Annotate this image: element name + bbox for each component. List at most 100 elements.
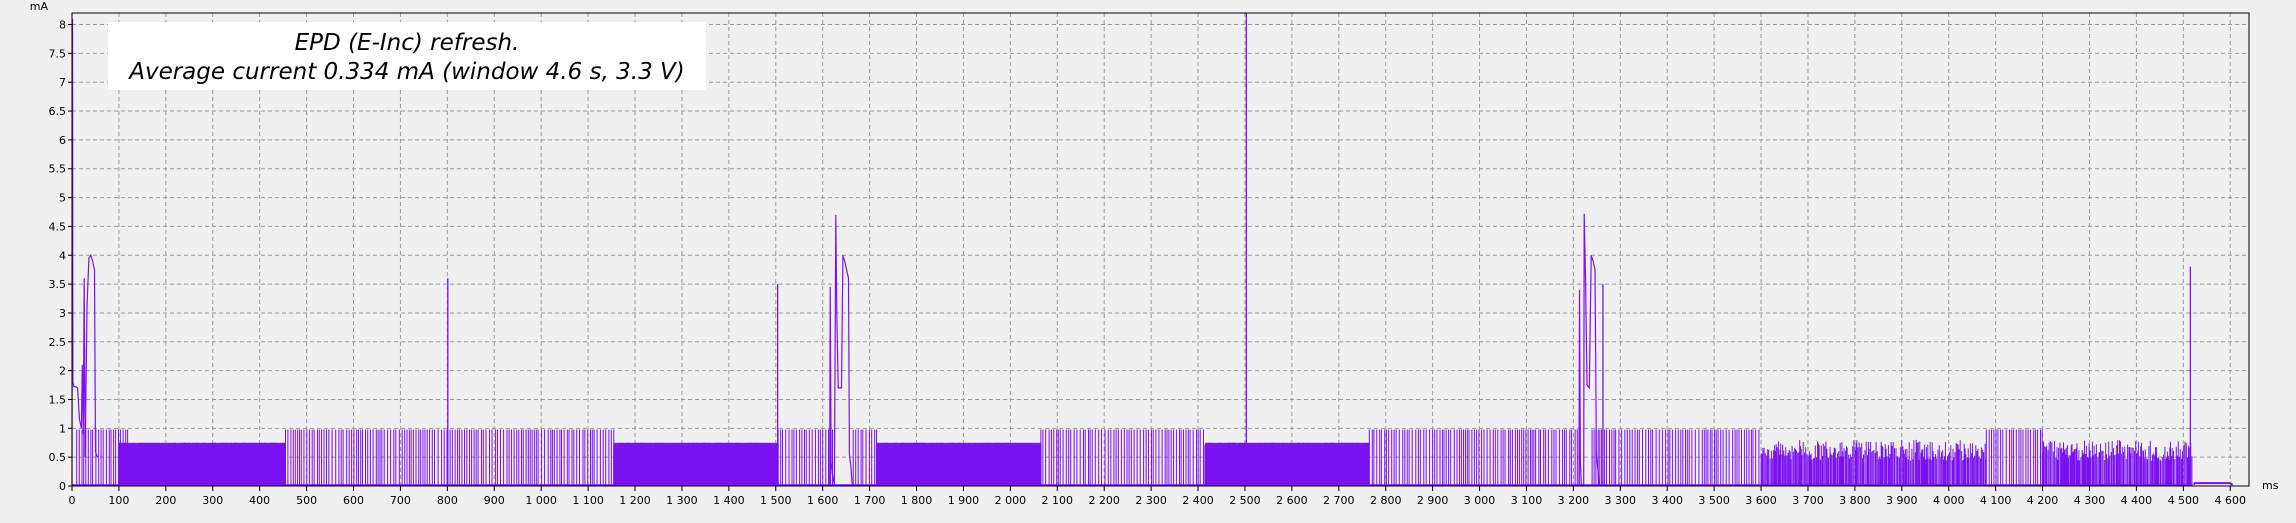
- y-tick-label: 0.5: [49, 451, 67, 464]
- x-tick-label: 4 500: [2168, 494, 2200, 507]
- x-tick-label: 2 100: [1042, 494, 1074, 507]
- chart-annotation: EPD (E-Inc) refresh. Average current 0.3…: [108, 22, 706, 90]
- x-tick-label: 800: [437, 494, 458, 507]
- x-tick-label: 4 300: [2074, 494, 2106, 507]
- pulse-train-band: [118, 442, 286, 485]
- chart-subtitle: Average current 0.334 mA (window 4.6 s, …: [129, 59, 685, 85]
- pulse-train: [1591, 429, 1760, 485]
- y-axis: 0 0.5 1 1.5 2 2.5 3 3.5 4 4.5 5 5.5 6 6.5 7 7.5 8: [49, 19, 72, 493]
- y-tick-label: 4.5: [49, 220, 67, 233]
- data-series: [71, 13, 2234, 486]
- x-tick-label: 3 900: [1886, 494, 1918, 507]
- pulse-train: [875, 442, 1042, 485]
- x-tick-label: 100: [108, 494, 129, 507]
- y-tick-label: 4: [59, 249, 66, 262]
- x-tick-label: 3 500: [1698, 494, 1730, 507]
- x-tick-label: 1 700: [854, 494, 886, 507]
- x-tick-label: 1 800: [901, 494, 933, 507]
- y-tick-label: 5: [59, 192, 66, 205]
- x-tick-label: 0: [69, 494, 76, 507]
- y-tick-label: 6.5: [49, 105, 67, 118]
- x-tick-label: 4 200: [2027, 494, 2059, 507]
- y-tick-label: 7: [59, 76, 66, 89]
- y-axis-unit-label: mA: [30, 0, 49, 13]
- y-tick-label: 1.5: [49, 393, 67, 406]
- x-tick-label: 1 100: [572, 494, 604, 507]
- x-tick-label: 1 500: [760, 494, 792, 507]
- x-tick-label: 2 900: [1417, 494, 1449, 507]
- x-tick-label: 600: [343, 494, 364, 507]
- x-tick-label: 3 200: [1558, 494, 1590, 507]
- chart-title: EPD (E-Inc) refresh.: [294, 30, 520, 56]
- x-tick-label: 4 000: [1933, 494, 1965, 507]
- x-tick-label: 300: [202, 494, 223, 507]
- pulse-train: [1760, 439, 1987, 485]
- y-tick-label: 7.5: [49, 47, 67, 60]
- pulse-train-marks: [852, 429, 878, 485]
- pulse-train: [613, 442, 779, 485]
- waveform-segment: [1578, 213, 1600, 486]
- x-tick-label: 2 500: [1229, 494, 1261, 507]
- x-tick-label: 200: [155, 494, 176, 507]
- pulse-train: [1985, 429, 2043, 485]
- waveform-segment: [71, 18, 99, 485]
- x-axis-unit-label: ms: [2262, 479, 2279, 492]
- series-current: [71, 13, 2234, 486]
- x-tick-label: 2 200: [1088, 494, 1120, 507]
- x-tick-label: 1 200: [619, 494, 651, 507]
- plot-frame: [71, 12, 2250, 487]
- plot-background: [72, 13, 2249, 486]
- pulse-train: [2042, 440, 2193, 485]
- series-tail: [2193, 482, 2234, 486]
- x-axis: 0 100 200 300 400 500 600 700 800 900 1 000 1 100 1 …: [69, 486, 2246, 507]
- y-tick-label: 2: [59, 365, 66, 378]
- pulse-train: [1204, 442, 1370, 485]
- x-tick-label: 2 600: [1276, 494, 1308, 507]
- x-tick-label: 500: [296, 494, 317, 507]
- x-tick-label: 1 600: [807, 494, 839, 507]
- x-tick-label: 3 000: [1464, 494, 1496, 507]
- pulse-train-marks: [2042, 440, 2193, 485]
- pulse-train: [118, 442, 286, 485]
- pulse-train-marks: [1760, 439, 1987, 485]
- y-tick-label: 3: [59, 307, 66, 320]
- pulse-train-band: [1205, 442, 1370, 485]
- x-tick-label: 1 400: [713, 494, 745, 507]
- grid-lines: [72, 13, 2249, 486]
- waveform-segment: [829, 214, 853, 485]
- pulse-train-marks: [1985, 429, 2043, 485]
- y-tick-label: 6: [59, 134, 66, 147]
- y-tick-label: 1: [59, 422, 66, 435]
- x-tick-label: 1 000: [525, 494, 557, 507]
- x-tick-label: 4 600: [2214, 494, 2246, 507]
- pulse-train-marks: [1040, 429, 1204, 485]
- y-tick-label: 3.5: [49, 278, 67, 291]
- pulse-train-marks: [285, 429, 615, 485]
- x-tick-label: 3 600: [1745, 494, 1777, 507]
- x-tick-label: 1 300: [666, 494, 698, 507]
- x-tick-label: 2 400: [1182, 494, 1214, 507]
- x-tick-label: 900: [484, 494, 505, 507]
- x-tick-label: 4 100: [1980, 494, 2012, 507]
- x-tick-label: 2 300: [1135, 494, 1167, 507]
- pulse-train: [1040, 429, 1204, 485]
- pulse-train-band: [613, 442, 779, 485]
- x-tick-label: 4 400: [2121, 494, 2153, 507]
- pulse-train: [1368, 429, 1580, 485]
- pulse-train-marks: [1368, 429, 1580, 485]
- x-tick-label: 3 300: [1605, 494, 1637, 507]
- pulse-train-marks: [1591, 429, 1760, 485]
- x-tick-label: 3 400: [1651, 494, 1683, 507]
- x-tick-label: 2 800: [1370, 494, 1402, 507]
- y-tick-label: 8: [59, 19, 66, 32]
- x-tick-label: 3 700: [1792, 494, 1824, 507]
- x-tick-label: 1 900: [948, 494, 980, 507]
- pulse-train: [852, 429, 878, 485]
- x-tick-label: 400: [249, 494, 270, 507]
- pulse-train: [285, 429, 615, 485]
- x-tick-label: 3 800: [1839, 494, 1871, 507]
- y-tick-label: 2.5: [49, 336, 67, 349]
- pulse-train-band: [876, 442, 1041, 485]
